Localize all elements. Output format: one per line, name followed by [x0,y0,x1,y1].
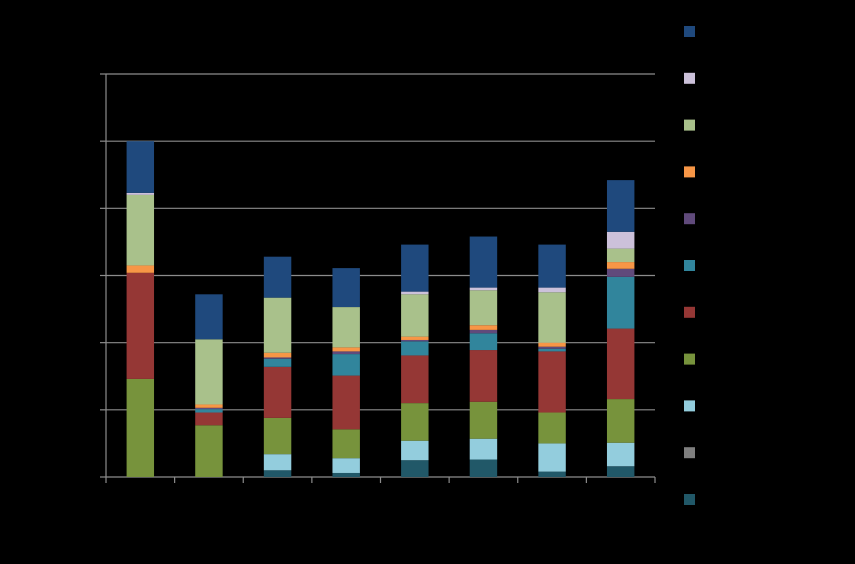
bar-segment [401,355,429,404]
bar-segment [606,399,635,443]
bar-segment [469,236,498,288]
bar-segment [401,403,429,441]
legend-swatch [684,119,695,131]
bar-segment [401,440,429,461]
bar-segment [263,470,292,477]
bar-segment [469,325,498,330]
bar-segment [469,459,498,477]
bar-segment [332,458,360,473]
bar-segment [606,466,635,477]
bar-segment [195,404,223,408]
bar-segment [263,417,292,455]
bar-segment [332,472,360,477]
legend-swatch [684,26,695,37]
bar-segment [195,294,223,340]
bar-segment [538,443,566,472]
legend-swatch [684,353,695,365]
bar-segment [332,354,360,376]
bar-segment [469,401,498,439]
bar-segment [195,412,223,426]
legend-swatch [684,400,695,412]
bar-segment [195,425,223,477]
bar-segment [538,342,566,347]
bar-segment [538,287,566,293]
bar-segment [332,268,360,308]
bar-segments [126,141,635,477]
bar-segment [469,438,498,460]
legend-swatch [684,72,695,84]
bar-segment [401,244,429,292]
axes [100,73,656,483]
bar-segment [401,294,429,337]
bar-segment [263,366,292,418]
legend-swatch [684,260,695,271]
bar-segment [332,307,360,348]
bar-segment [126,378,155,477]
bar-segment [606,276,635,329]
bar-segment [469,329,498,334]
legend-swatch [684,166,695,178]
bar-segment [538,471,566,477]
bar-segment [401,291,429,295]
legend-swatch [684,447,695,459]
bar-segment [263,358,292,367]
bar-segment [263,357,292,359]
legend-swatch [684,494,695,505]
bar-segment [401,341,429,356]
bar-segment [332,347,360,352]
bar-segment [606,231,635,249]
bar-segment [332,351,360,355]
bar-segment [469,287,498,291]
bar-segment [401,460,429,477]
gridlines [106,73,655,411]
bar-segment [538,412,566,444]
bar-segment [401,336,429,340]
bar-segment [126,141,155,193]
bar-segment [606,180,635,232]
bar-segment [469,290,498,326]
bar-segment [401,339,429,342]
legend-swatch [684,213,695,225]
bar-segment [606,262,635,269]
bar-segment [126,272,155,379]
bar-segment [195,339,223,405]
bar-segment [538,348,566,352]
bar-segment [263,454,292,471]
bar-segment [126,192,155,195]
bar-segment [263,352,292,358]
bar-segment [469,333,498,351]
bar-segment [332,375,360,430]
bar-segment [606,328,635,400]
bar-segment [126,194,155,266]
bar-segment [538,292,566,343]
legend-swatch [684,306,695,318]
bar-segment [263,297,292,353]
bar-segment [263,256,292,298]
legend [684,26,695,505]
bar-segment [606,248,635,263]
bar-segment [195,409,223,413]
bar-segment [538,351,566,413]
bar-segment [606,268,635,277]
bar-segment [126,265,155,273]
bar-segment [332,429,360,459]
bar-segment [538,346,566,349]
bar-segment [469,350,498,402]
bar-segment [606,442,635,467]
bar-segment [195,407,223,410]
bar-segment [538,244,566,288]
